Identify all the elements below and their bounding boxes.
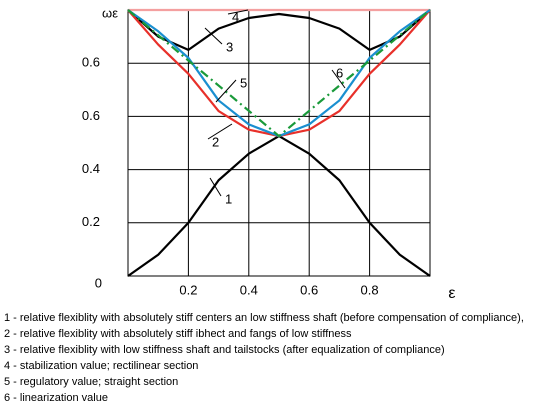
leader-line [215,79,237,103]
x-axis-label: ε [448,285,455,302]
y-tick-label: 0 [95,275,102,290]
plot-frame [127,9,431,277]
legend-note: 5 - regulatory value; straight section [4,376,178,388]
legend-note: 4 - stabilization value; rectilinear sec… [4,360,198,372]
curve-label: 1 [225,191,232,206]
x-tick-label: 0.8 [361,282,379,297]
curve-label: 5 [240,75,247,90]
curve-label: 2 [212,134,219,149]
legend-note: 6 - linearization value [4,392,108,404]
series-line [127,9,431,138]
legend-note: 1 - relative flexiblity with absolutely … [4,312,524,324]
y-tick-label: 0.6 [82,55,100,70]
y-tick-label: 0.6 [82,108,100,123]
leader-line [207,123,233,140]
series-line [127,9,431,138]
leader-line [209,177,222,197]
y-axis-label: ωε [102,5,118,20]
x-tick-label: 0.4 [240,282,258,297]
y-tick-label: 0.2 [82,214,100,229]
curve-label: 4 [232,9,239,24]
series-line [127,9,431,138]
x-tick-label: 0.6 [300,282,318,297]
y-tick-label: 0.4 [82,161,100,176]
legend-note: 3 - relative flexiblity with low stiffne… [4,344,445,356]
series-line [127,9,431,52]
leader-line [204,27,223,45]
series-line [127,134,431,277]
leader-line [331,69,346,89]
leader-line [227,9,249,15]
x-tick-label: 0.2 [179,282,197,297]
legend-note: 2 - relative flexiblity with absolutely … [4,328,352,340]
curve-label: 6 [336,65,343,80]
curve-label: 3 [226,39,233,54]
